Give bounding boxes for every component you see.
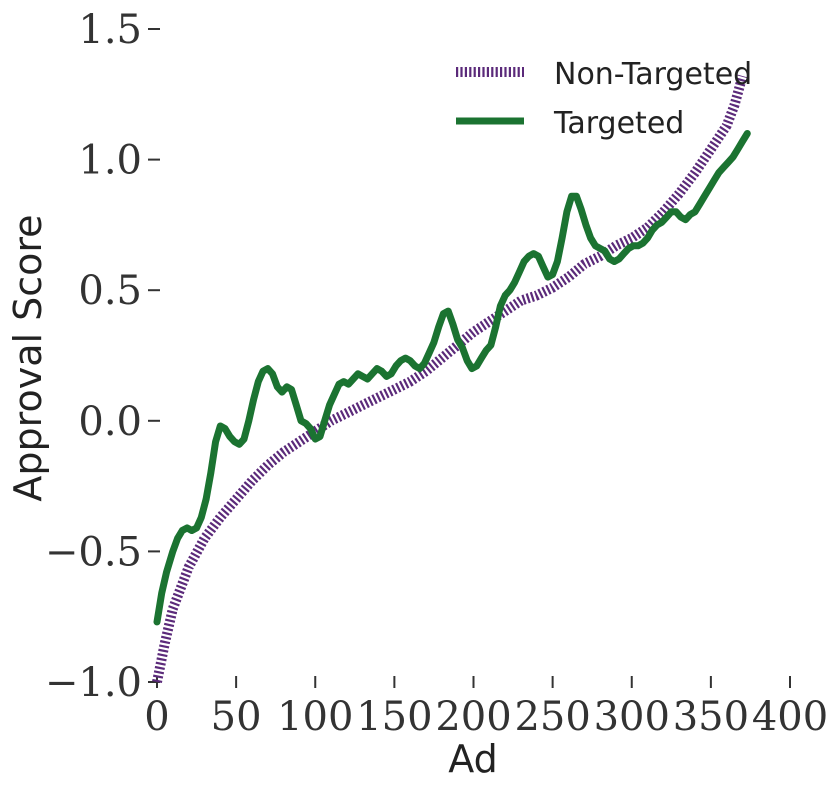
y-axis: −1.0 −0.5 0.0 0.5 1.0 1.5 <box>45 7 160 706</box>
x-tick-label: 0 <box>144 694 169 740</box>
x-tick-label: 200 <box>435 694 511 740</box>
legend-label-targeted: Targeted <box>553 106 684 141</box>
y-tick-label: 0.5 <box>78 268 142 314</box>
x-tick-label: 150 <box>356 694 432 740</box>
y-tick-label: −1.0 <box>45 660 142 706</box>
y-axis-label: Approval Score <box>6 214 50 501</box>
legend: Non-Targeted Targeted <box>456 57 752 141</box>
x-tick-label: 300 <box>594 694 670 740</box>
series-line-non-targeted <box>152 74 748 683</box>
y-tick-label: 1.5 <box>78 7 142 53</box>
x-tick-label: 100 <box>277 694 353 740</box>
y-tick-label: 1.0 <box>78 138 142 184</box>
series-line-targeted <box>153 130 751 626</box>
x-tick-label: 50 <box>211 694 262 740</box>
x-tick-label: 250 <box>514 694 590 740</box>
x-axis: 0 50 100 150 200 250 300 350 400 <box>144 676 828 740</box>
y-tick-label: 0.0 <box>78 399 142 445</box>
x-tick-label: 350 <box>673 694 749 740</box>
legend-label-non-targeted: Non-Targeted <box>554 57 752 92</box>
plot-area <box>152 74 751 683</box>
x-axis-label: Ad <box>448 737 497 781</box>
x-tick-label: 400 <box>752 694 828 740</box>
y-tick-label: −0.5 <box>45 529 142 575</box>
